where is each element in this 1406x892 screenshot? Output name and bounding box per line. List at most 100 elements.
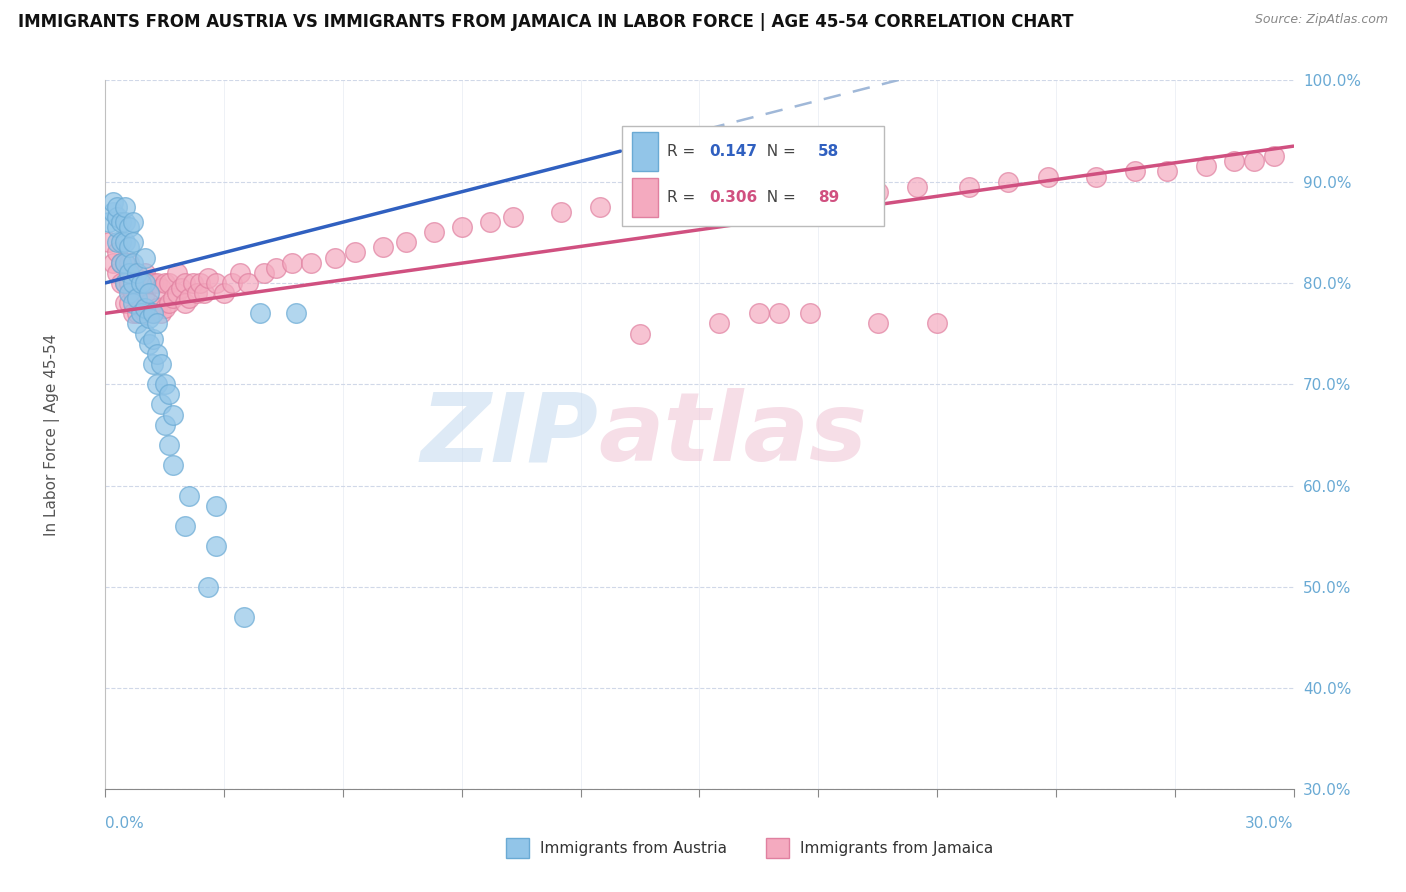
Point [127,266,149,280]
Text: atlas: atlas [599,388,868,482]
Point [186,285,208,300]
Point [162,458,184,473]
Point [214,285,236,300]
Point [173,276,195,290]
Point [423,225,446,239]
Point [190,276,212,290]
Point [122,296,145,310]
Point [728,190,751,204]
Point [110,255,132,269]
Text: ZIP: ZIP [420,388,599,482]
Point [153,301,176,316]
Point [173,519,195,533]
Text: Immigrants from Jamaica: Immigrants from Jamaica [800,841,993,855]
Point [823,185,845,199]
Point [105,200,128,214]
Point [114,255,136,269]
Point [925,317,948,331]
Point [118,296,141,310]
Point [134,285,156,300]
Point [299,255,322,269]
Point [205,499,228,513]
Point [628,194,651,209]
Point [118,240,141,254]
Point [146,347,169,361]
Point [866,317,889,331]
Text: R =: R = [668,190,700,205]
Point [110,276,132,290]
Point [371,240,394,254]
Point [142,306,165,320]
Point [709,317,731,331]
FancyBboxPatch shape [631,132,658,170]
Text: N =: N = [756,190,800,205]
Point [197,580,219,594]
Point [134,266,156,280]
Point [205,539,228,553]
Point [502,210,524,224]
Point [105,210,128,224]
Text: Source: ZipAtlas.com: Source: ZipAtlas.com [1254,13,1388,27]
Text: 0.0%: 0.0% [105,816,145,831]
Point [105,220,128,235]
Point [681,194,703,209]
Point [105,266,128,280]
Point [323,251,346,265]
Point [253,266,276,280]
Point [233,610,256,624]
Point [957,179,980,194]
Text: IMMIGRANTS FROM AUSTRIA VS IMMIGRANTS FROM JAMAICA IN LABOR FORCE | AGE 45-54 CO: IMMIGRANTS FROM AUSTRIA VS IMMIGRANTS FR… [18,13,1074,31]
Point [149,357,172,371]
Point [127,291,149,305]
Point [748,306,770,320]
Point [153,276,176,290]
Point [1195,160,1218,174]
Point [166,266,188,280]
Point [122,266,145,280]
Point [118,276,141,290]
Point [866,185,889,199]
Point [114,255,136,269]
Point [1123,164,1146,178]
Point [110,255,132,269]
Point [193,285,215,300]
Point [138,285,160,300]
Point [118,255,141,269]
Point [236,276,259,290]
Point [105,245,128,260]
Point [129,276,152,290]
Point [1263,149,1285,163]
Point [146,317,169,331]
Point [103,194,125,209]
Text: In Labor Force | Age 45-54: In Labor Force | Age 45-54 [44,334,60,536]
Point [343,245,366,260]
Point [284,306,307,320]
Point [134,306,156,320]
Point [114,296,136,310]
Point [775,190,797,204]
Point [138,296,160,310]
Point [162,408,184,422]
Point [122,235,145,250]
Point [153,377,176,392]
FancyBboxPatch shape [631,178,658,217]
Point [103,255,125,269]
Point [110,215,132,229]
Point [149,281,172,295]
Point [105,235,128,250]
Point [173,296,195,310]
Point [197,270,219,285]
Point [157,387,180,401]
Text: Immigrants from Austria: Immigrants from Austria [540,841,727,855]
Point [997,175,1019,189]
Point [110,235,132,250]
Point [149,306,172,320]
Point [118,220,141,235]
Point [142,332,165,346]
Point [127,306,149,320]
Point [103,205,125,219]
Point [134,276,156,290]
Point [129,301,152,316]
Point [142,306,165,320]
Point [166,285,188,300]
